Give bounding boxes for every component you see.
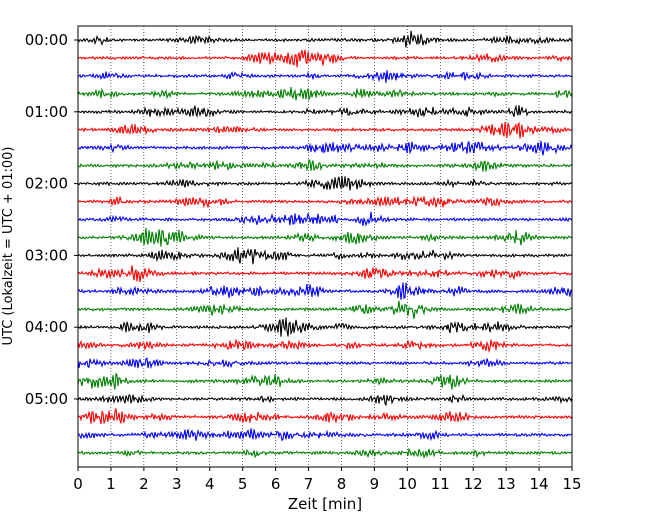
x-tick-label: 13 — [497, 475, 516, 493]
x-tick-label: 3 — [172, 475, 182, 493]
x-tick-label: 0 — [73, 475, 83, 493]
x-tick-label: 10 — [398, 475, 417, 493]
trace-line — [77, 30, 573, 48]
y-tick-label: 04:00 — [25, 318, 68, 336]
trace-line — [77, 300, 573, 319]
trace-line — [77, 86, 573, 102]
trace-line — [77, 195, 573, 209]
x-tick-label: 14 — [530, 475, 549, 493]
trace-line — [77, 372, 573, 390]
trace-line — [77, 282, 573, 300]
trace-line — [77, 447, 573, 459]
trace-line — [77, 265, 573, 282]
x-tick-label: 2 — [139, 475, 149, 493]
x-ticks: 0 1 2 3 4 5 6 7 8 9 10 11 12 13 14 15 — [73, 467, 582, 493]
x-tick-label: 4 — [205, 475, 215, 493]
x-tick-label: 7 — [304, 475, 314, 493]
trace-line — [77, 393, 573, 407]
y-tick-label: 02:00 — [25, 175, 68, 193]
x-tick-label: 9 — [370, 475, 380, 493]
y-ticks: 00:00 01:00 02:00 03:00 04:00 05:00 — [25, 31, 78, 408]
trace-line — [77, 338, 573, 354]
trace-line — [77, 211, 573, 227]
trace-line — [77, 121, 573, 139]
trace-line — [77, 70, 573, 83]
trace-line — [77, 408, 573, 425]
trace-line — [77, 49, 573, 68]
x-tick-label: 12 — [464, 475, 483, 493]
y-tick-label: 00:00 — [25, 31, 68, 49]
y-axis-label: UTC (Lokalzeit = UTC + 01:00) — [1, 147, 16, 346]
trace-line — [77, 428, 573, 442]
plot-frame — [77, 25, 573, 468]
x-tick-label: 1 — [106, 475, 116, 493]
trace-rows — [77, 30, 573, 459]
x-tick-label: 8 — [337, 475, 347, 493]
y-tick-label: 05:00 — [25, 390, 68, 408]
trace-line — [77, 227, 573, 247]
trace-line — [77, 158, 573, 172]
y-tick-label: 01:00 — [25, 103, 68, 121]
trace-line — [77, 176, 573, 191]
x-tick-label: 11 — [431, 475, 450, 493]
trace-line — [77, 317, 573, 337]
x-tick-label: 5 — [238, 475, 248, 493]
x-tick-label: 15 — [562, 475, 581, 493]
trace-line — [77, 247, 573, 265]
x-tick-label: 6 — [271, 475, 281, 493]
trace-line — [77, 357, 573, 370]
trace-line — [77, 140, 573, 156]
trace-line — [77, 104, 573, 119]
y-tick-label: 03:00 — [25, 246, 68, 264]
x-axis-label: Zeit [min] — [288, 495, 362, 513]
